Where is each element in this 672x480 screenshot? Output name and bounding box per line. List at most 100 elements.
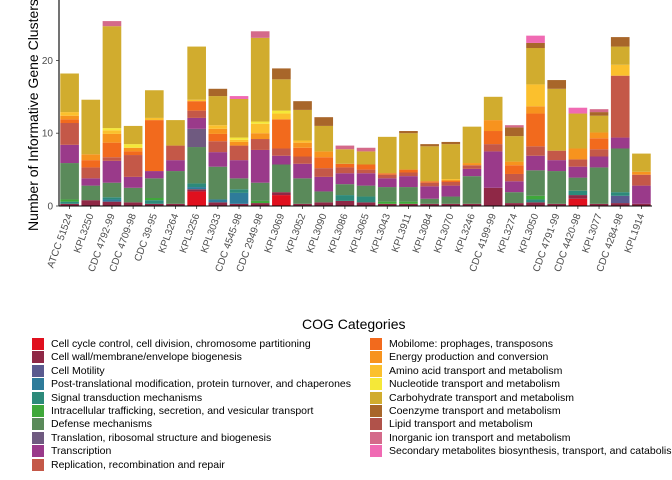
bar-segment <box>505 127 524 137</box>
x-tick-label: KPL3090 <box>305 212 330 255</box>
bar-segment <box>272 68 291 80</box>
bar-segment <box>568 159 588 167</box>
x-tick-label: KPL3077 <box>580 212 605 255</box>
bar-segment <box>314 168 334 177</box>
bar-segment <box>589 203 609 206</box>
legend-swatch <box>370 364 382 377</box>
bar-segment <box>187 128 206 148</box>
bar-segment <box>589 115 609 133</box>
legend-swatch <box>32 418 44 431</box>
bar-segment <box>483 151 503 188</box>
bar-segment <box>229 178 249 190</box>
bar-segment <box>102 21 122 27</box>
bar-segment <box>144 200 164 204</box>
bar-segment <box>144 197 164 201</box>
bar-segment <box>60 203 79 206</box>
bar-segment <box>229 189 249 193</box>
bar-segment <box>610 192 630 196</box>
y-axis-label: Number of Informative Gene Clusters <box>25 0 41 231</box>
bar-segment <box>229 96 249 99</box>
bar-segment <box>229 139 249 142</box>
legend-label: Carbohydrate transport and metabolism <box>389 391 575 404</box>
bar-segment <box>314 117 334 126</box>
bar-segment <box>229 160 249 179</box>
bar-segment <box>314 191 334 203</box>
bar-segment <box>314 125 334 152</box>
bar-segment <box>399 203 418 206</box>
legend-label: Transcription <box>51 445 112 458</box>
bar-segment <box>589 109 609 113</box>
bar-segment <box>293 156 312 164</box>
y-tick-label: 10 <box>42 129 54 140</box>
bar-segment <box>123 202 143 206</box>
bar-segment <box>568 195 588 199</box>
x-tick-label: KPL3033 <box>199 212 224 255</box>
x-tick-label: KPL3250 <box>72 212 97 255</box>
bar-segment <box>377 178 397 188</box>
bar-segment <box>123 125 143 145</box>
legend-swatch <box>370 378 382 391</box>
bar-segment <box>568 198 588 206</box>
bar-segment <box>144 117 164 121</box>
bar-segment <box>314 151 334 158</box>
bar-segment <box>441 203 461 206</box>
legend-label: Cell cycle control, cell division, chrom… <box>51 338 311 350</box>
bar-segment <box>187 117 206 129</box>
bar-segment <box>505 125 524 128</box>
legend-label: Nucleotide transport and metabolism <box>389 378 561 391</box>
bar-segment <box>526 199 545 203</box>
bar-segment <box>250 139 270 150</box>
bar-segment <box>187 191 206 206</box>
bar-segment <box>589 138 609 150</box>
bar-segment <box>505 161 524 166</box>
bar-segment <box>166 203 185 206</box>
bar-segment <box>102 142 122 158</box>
bar-segment <box>335 145 355 150</box>
legend-label: Amino acid transport and metabolism <box>389 364 563 377</box>
bar-segment <box>60 144 79 164</box>
bar-segment <box>568 177 588 191</box>
bar-segment <box>610 148 630 193</box>
bar-segment <box>229 141 249 146</box>
bar-group <box>60 21 651 206</box>
bar-segment <box>314 176 334 192</box>
bar-segment <box>505 192 524 204</box>
bar-segment <box>632 203 651 206</box>
x-tick-label: ATCC 51524 <box>46 212 76 270</box>
bar-segment <box>377 136 397 174</box>
bar-segment <box>505 203 524 206</box>
bar-segment <box>356 169 376 174</box>
legend-swatch <box>370 405 382 417</box>
bar-segment <box>208 166 228 200</box>
x-tick-label: KPL3084 <box>411 212 436 255</box>
bar-segment <box>272 110 291 114</box>
bar-segment <box>356 147 376 152</box>
bar-segment <box>568 148 588 160</box>
bar-segment <box>547 88 567 151</box>
x-tick-label: KPL3246 <box>453 212 478 255</box>
bar-segment <box>526 42 545 49</box>
legend-swatch <box>370 445 382 458</box>
x-tick-label: KPL1914 <box>623 212 648 255</box>
bar-segment <box>420 144 439 147</box>
legend-label: Lipid transport and metabolism <box>389 418 533 431</box>
bar-segment <box>272 113 291 120</box>
bar-segment <box>377 174 397 179</box>
legend-swatch <box>32 338 44 350</box>
bar-segment <box>250 31 270 38</box>
bar-segment <box>272 195 291 206</box>
x-tick-label: KPL3274 <box>496 212 521 255</box>
bar-segment <box>102 199 122 202</box>
legend-swatch <box>370 351 382 364</box>
bar-segment <box>123 155 143 177</box>
bar-segment <box>102 133 122 143</box>
bar-segment <box>208 141 228 153</box>
bar-segment <box>208 88 228 97</box>
legend-swatch <box>370 418 382 431</box>
bar-segment <box>335 149 355 164</box>
bar-segment <box>250 133 270 140</box>
bar-segment <box>250 149 270 183</box>
x-tick-label: KPL3065 <box>347 212 372 255</box>
bar-segment <box>229 192 249 204</box>
bar-segment <box>568 107 588 114</box>
